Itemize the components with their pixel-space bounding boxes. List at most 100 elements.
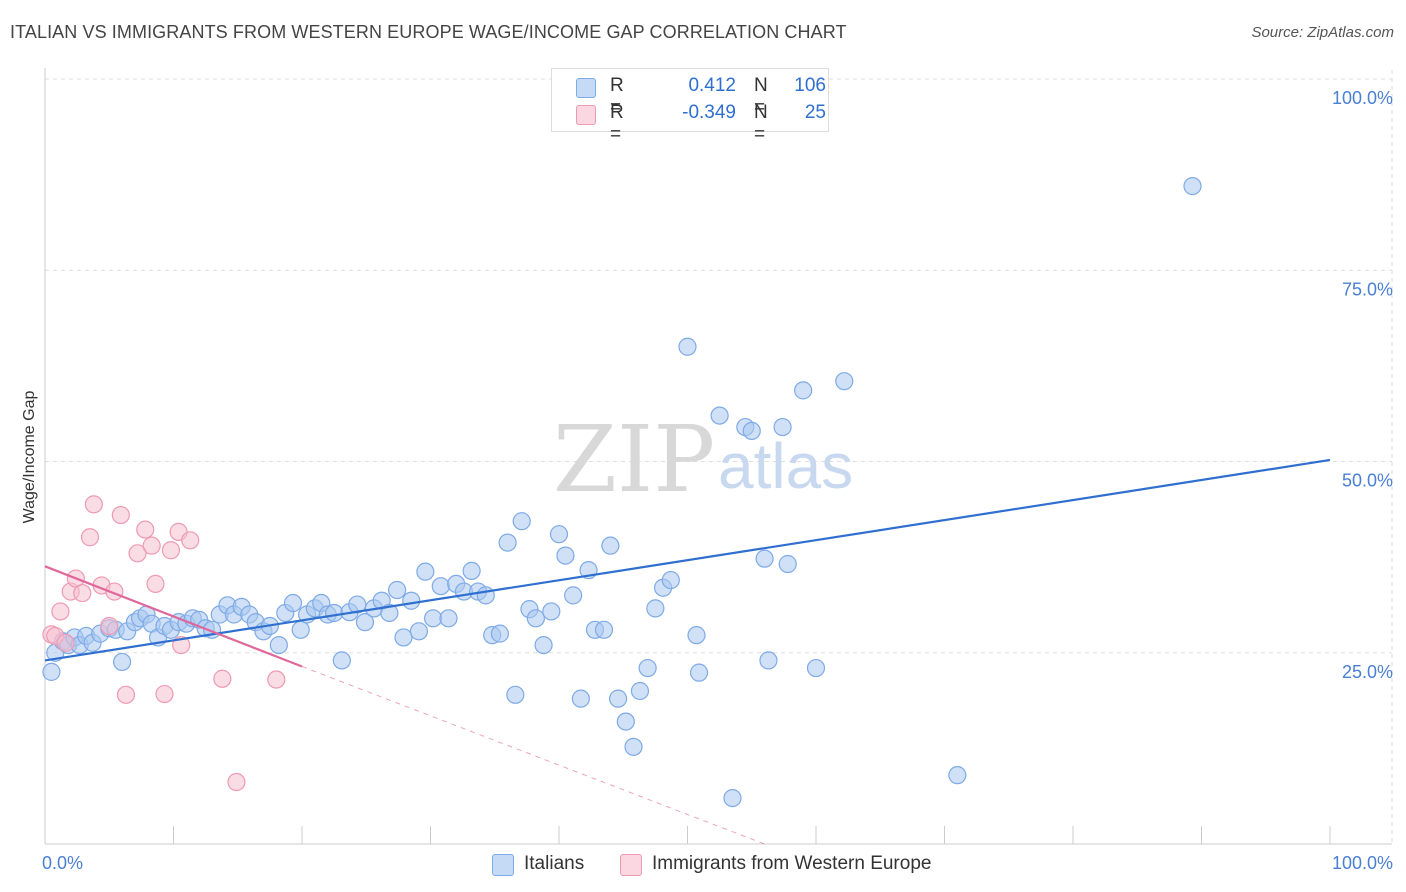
- axes: [44, 68, 1392, 845]
- italian-point: [794, 381, 813, 400]
- italian-point: [112, 652, 132, 672]
- italian-point: [439, 609, 458, 628]
- italian-point: [498, 533, 517, 552]
- immigrant-point: [51, 602, 70, 621]
- immigrant-point: [73, 583, 92, 603]
- italian-point: [806, 658, 826, 678]
- italian-point: [506, 685, 525, 704]
- italian-point: [476, 586, 495, 605]
- italian-point: [624, 737, 643, 756]
- italian-point: [755, 549, 774, 568]
- italian-point: [594, 620, 614, 639]
- immigrant-point: [213, 669, 232, 688]
- immigrants-trend-line-extension: [301, 666, 765, 845]
- series-swatch-immigrants: [620, 854, 642, 876]
- italian-point: [394, 628, 413, 647]
- italian-point: [283, 593, 303, 613]
- italian-point: [710, 406, 729, 425]
- italian-point: [723, 788, 742, 808]
- italian-point: [564, 586, 583, 605]
- italian-point: [646, 599, 665, 618]
- italian-point: [630, 681, 650, 701]
- italian-point: [409, 622, 429, 641]
- immigrant-point: [227, 772, 246, 792]
- italian-point: [490, 624, 509, 643]
- immigrant-point: [111, 505, 130, 525]
- italian-point: [526, 609, 545, 628]
- immigrant-point: [161, 541, 181, 560]
- legend-n-label: N =: [754, 102, 768, 145]
- immigrant-point: [128, 544, 147, 563]
- legend-swatch-immigrants: [576, 105, 596, 125]
- immigrant-point: [181, 531, 200, 550]
- legend-n-label: N =: [754, 75, 768, 118]
- italian-point: [325, 603, 344, 623]
- legend-r-value: 0.412: [688, 75, 736, 96]
- legend-r-value: -0.349: [682, 102, 736, 123]
- legend-r-label: R =: [610, 102, 624, 145]
- italian-point: [291, 620, 310, 639]
- immigrant-point: [142, 536, 161, 555]
- italian-point: [742, 421, 761, 440]
- italians-trend-line: [44, 458, 1331, 662]
- correlation-legend: R = 0.412 N = 106 R = -0.349 N = 25: [551, 68, 829, 145]
- immigrants-trend-line: [44, 565, 303, 668]
- immigrant-point: [267, 670, 286, 689]
- italian-point: [332, 651, 351, 670]
- legend-n-value: 25: [804, 102, 826, 123]
- italian-point: [948, 766, 967, 785]
- italian-point: [512, 512, 531, 531]
- legend-swatch-italians: [576, 78, 596, 98]
- italian-point: [571, 689, 590, 708]
- source-label: Source: ZipAtlas.com: [1251, 24, 1394, 41]
- italian-point: [773, 417, 792, 437]
- italian-point: [387, 580, 407, 600]
- italian-point: [462, 561, 481, 580]
- x-tick-label: 0.0%: [42, 853, 83, 873]
- watermark-zip: ZIP: [553, 406, 715, 513]
- x-tick-label: 100.0%: [1332, 853, 1393, 873]
- italian-point: [687, 626, 706, 645]
- italian-point: [549, 525, 569, 544]
- italian-point: [380, 603, 399, 623]
- italian-point: [402, 591, 421, 610]
- italian-point: [678, 337, 697, 356]
- immigrant-point: [56, 633, 75, 652]
- immigrant-point: [100, 616, 119, 636]
- italian-point: [759, 651, 778, 670]
- series-label-italians: Italians: [524, 853, 585, 874]
- italian-point: [1183, 177, 1202, 196]
- chart-title: ITALIAN VS IMMIGRANTS FROM WESTERN EUROP…: [10, 22, 847, 42]
- y-tick-label: 25.0%: [1342, 662, 1393, 682]
- legend-n-value: 106: [794, 75, 826, 96]
- italian-point: [355, 613, 375, 632]
- immigrant-point: [84, 495, 103, 514]
- legend-r-label: R =: [610, 75, 624, 118]
- series-label-immigrants: Immigrants from Western Europe: [652, 853, 932, 874]
- trend-lines: [44, 458, 1331, 845]
- series-swatch-italians: [492, 854, 514, 876]
- italian-point: [416, 562, 435, 581]
- y-tick-label: 75.0%: [1342, 279, 1393, 299]
- tick-labels: 25.0% 50.0% 75.0% 100.0% 0.0% 100.0%: [42, 88, 1393, 873]
- italian-point: [556, 546, 575, 565]
- italian-point: [542, 602, 561, 621]
- italian-point: [778, 554, 797, 574]
- y-tick-label: 50.0%: [1342, 471, 1393, 491]
- immigrant-point: [136, 520, 155, 539]
- immigrant-point: [146, 574, 165, 594]
- italian-point: [609, 689, 628, 708]
- italian-point: [616, 712, 635, 731]
- italian-point: [835, 372, 854, 391]
- italian-point: [689, 663, 709, 682]
- italian-point: [638, 658, 657, 678]
- italian-point: [601, 536, 620, 555]
- data-points: [42, 177, 1202, 808]
- italian-point: [661, 570, 680, 590]
- italian-point: [423, 609, 443, 628]
- italian-point: [42, 662, 61, 681]
- italian-point: [431, 577, 450, 596]
- immigrant-point: [155, 684, 174, 704]
- immigrant-point: [80, 528, 100, 547]
